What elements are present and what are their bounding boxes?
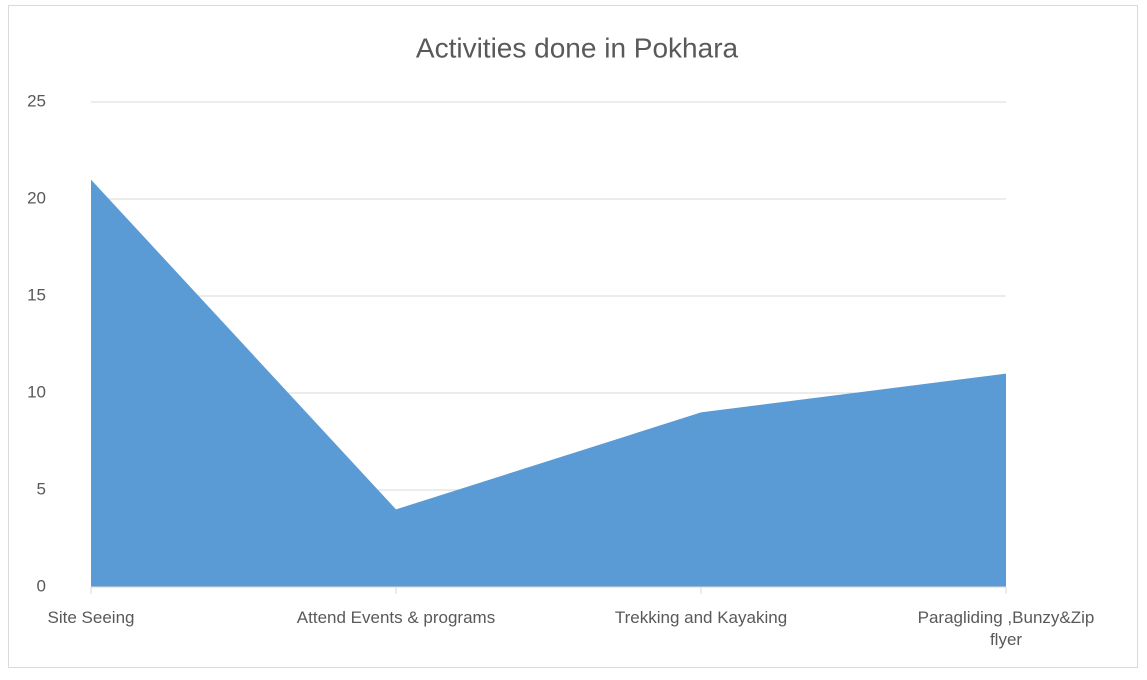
chart-title: Activities done in Pokhara [416, 32, 739, 63]
x-tick-label: Attend Events & programs [296, 608, 496, 627]
x-tick-label: Paragliding ,Bunzy&Zip flyer [917, 608, 1095, 649]
y-tick-label: 25 [27, 91, 46, 110]
x-tick-label: Trekking and Kayaking [614, 608, 788, 627]
y-tick-label: 15 [27, 285, 46, 304]
y-tick-label: 20 [27, 188, 46, 207]
area [91, 179, 1006, 587]
y-tick-label: 0 [37, 576, 46, 595]
y-tick-label: 5 [37, 479, 46, 498]
x-tick-label: Site Seeing [47, 608, 135, 627]
y-tick-label: 10 [27, 382, 46, 401]
